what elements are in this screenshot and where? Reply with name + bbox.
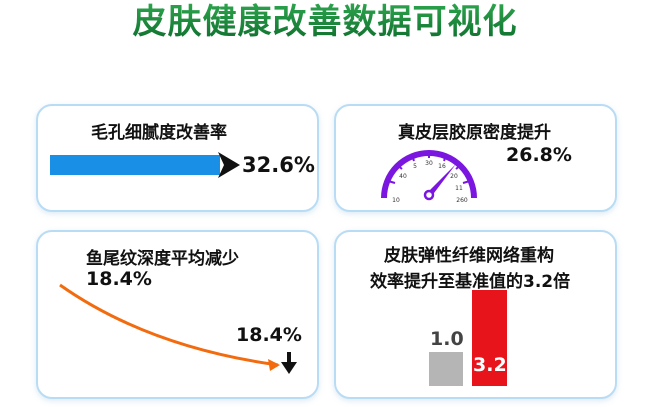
gauge-needle	[427, 164, 456, 197]
baseline-value: 1.0	[430, 328, 464, 350]
arrow-head-icon	[218, 152, 240, 178]
gauge-tick: 30	[425, 160, 433, 167]
gauge-tick: 10	[392, 197, 400, 204]
improved-value: 3.2	[473, 354, 507, 376]
elastic-label-line1: 皮肤弹性纤维网络重构	[384, 246, 554, 266]
baseline-bar	[429, 352, 463, 386]
elastic-label-line2: 效率提升至基准值的3.2倍	[370, 272, 571, 292]
gauge-tick: 20	[450, 173, 458, 180]
gauge-tick: 16	[438, 163, 446, 170]
down-arrow-icon	[281, 352, 297, 374]
gauge-tick: 11	[455, 185, 463, 192]
collagen-card: 真皮层胶原密度提升 26.8% 10 40 5 30 16 20 11 260	[334, 104, 617, 212]
gauge-icon: 10 40 5 30 16 20 11 260	[381, 150, 477, 204]
wrinkle-label: 鱼尾纹深度平均减少	[86, 249, 239, 269]
gauge-tick: 40	[399, 173, 407, 180]
collagen-label: 真皮层胶原密度提升	[398, 123, 551, 143]
page-title: 皮肤健康改善数据可视化	[0, 0, 650, 44]
pore-label: 毛孔细腻度改善率	[91, 123, 227, 143]
wrinkle-card: 鱼尾纹深度平均减少 18.4% 18.4%	[36, 230, 319, 399]
elastic-card: 皮肤弹性纤维网络重构 效率提升至基准值的3.2倍 1.0 3.2	[334, 230, 617, 399]
gauge-tick: 260	[456, 197, 468, 204]
wrinkle-value-top: 18.4%	[86, 268, 152, 290]
gauge-tick: 5	[413, 163, 417, 170]
improved-bar	[472, 290, 507, 386]
progress-bar	[50, 155, 220, 175]
pore-value: 32.6%	[242, 153, 315, 177]
decline-curve	[59, 283, 297, 374]
progress-arrow	[50, 152, 240, 178]
wrinkle-value-end: 18.4%	[236, 324, 302, 346]
collagen-value: 26.8%	[506, 144, 572, 166]
pore-card: 毛孔细腻度改善率 32.6%	[36, 104, 319, 212]
